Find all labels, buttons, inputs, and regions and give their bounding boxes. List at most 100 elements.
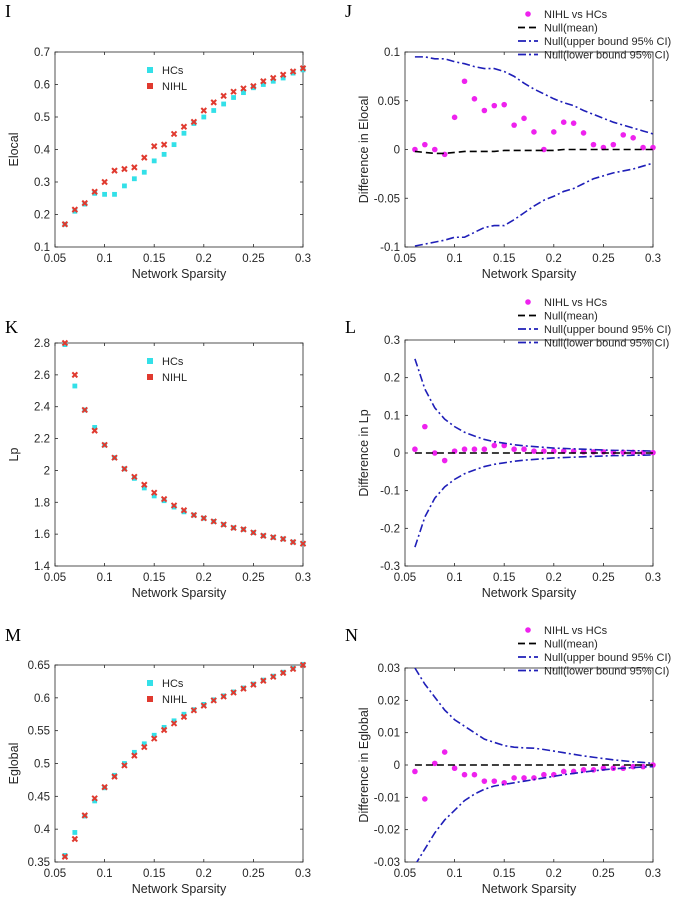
series-line: [414, 162, 653, 247]
x-tick-label: 0.25: [242, 572, 264, 584]
data-point: [511, 446, 517, 453]
data-point: [170, 130, 178, 138]
marker-stroke: [240, 685, 247, 692]
y-tick-label: 0.05: [378, 96, 400, 108]
y-tick-label: 0.6: [34, 80, 50, 92]
legend-label: NIHL: [162, 81, 187, 93]
data-point: [491, 442, 498, 449]
legend-label: Null(mean): [544, 311, 598, 323]
x-tick-label: 0.3: [645, 868, 661, 880]
data-point: [151, 493, 157, 499]
data-point: [279, 669, 287, 677]
data-point: [230, 524, 237, 531]
y-tick-label: 0: [394, 760, 400, 772]
legend-label: Null(lower bound 95% CI): [544, 50, 669, 62]
marker-stroke: [101, 178, 108, 186]
panel-M: M 0.05 0.1 0.15 0.2 0.25 0.3 0.35 0.4 0.45 0.5 0.55…: [5, 625, 311, 896]
data-point: [570, 120, 577, 126]
x-tick-label: 0.1: [97, 572, 113, 584]
marker-stroke: [289, 665, 297, 673]
y-tick-label: 0.4: [34, 145, 51, 157]
data-point: [112, 191, 117, 197]
x-tick-label: 0.2: [546, 253, 562, 265]
series-nihl-vs-hcs: [412, 78, 656, 158]
legend-label: HCs: [162, 356, 184, 368]
data-point: [481, 778, 488, 784]
data-point: [230, 88, 237, 95]
legend-label: Null(lower bound 95% CI): [544, 338, 669, 350]
panel-label: L: [345, 317, 356, 337]
data-point: [160, 726, 168, 734]
x-tick-label: 0.2: [196, 868, 212, 880]
data-point: [180, 713, 188, 721]
data-point: [521, 446, 527, 453]
series-line: [414, 358, 653, 452]
data-point: [580, 767, 587, 773]
data-point: [412, 446, 418, 453]
data-point: [231, 95, 236, 100]
y-tick-label: 0.55: [28, 726, 50, 738]
panel-label: I: [5, 1, 11, 21]
marker-stroke: [260, 677, 267, 684]
data-point: [131, 164, 138, 171]
data-point: [560, 768, 567, 775]
data-point: [181, 509, 187, 515]
marker-stroke: [160, 141, 168, 148]
data-point: [481, 446, 488, 453]
x-tick-label: 0.25: [242, 868, 264, 880]
marker-stroke: [170, 720, 178, 727]
x-tick-label: 0.25: [242, 253, 264, 265]
marker-stroke: [81, 199, 88, 207]
data-point: [71, 835, 79, 843]
data-point: [141, 154, 148, 161]
marker-stroke: [299, 540, 307, 547]
y-axis-label: Elocal: [7, 132, 21, 166]
data-point: [240, 526, 247, 533]
axes-box: [54, 342, 304, 567]
data-point: [181, 130, 187, 136]
data-point: [431, 450, 438, 456]
legend: HCs NIHL: [147, 678, 187, 706]
x-tick-label: 0.25: [592, 253, 614, 265]
y-axis-label: Difference in Elocal: [357, 96, 371, 203]
data-point: [92, 425, 98, 430]
data-point: [279, 71, 287, 78]
data-point: [121, 165, 128, 173]
data-point: [151, 732, 157, 738]
data-point: [501, 101, 508, 108]
data-point: [491, 102, 498, 109]
data-point: [270, 78, 276, 84]
marker-stroke: [121, 165, 128, 173]
legend-marker: [147, 374, 153, 380]
panel-K: K 0.05 0.1 0.15 0.2 0.25 0.3 1.4 1.6 1.8 2 2.2 2.4 2.…: [5, 317, 311, 600]
legend-label: HCs: [162, 65, 184, 77]
data-point: [161, 724, 167, 730]
y-tick-label: 2: [44, 465, 50, 477]
y-tick-label: -0.3: [380, 561, 400, 573]
marker-stroke: [270, 534, 277, 541]
y-tick-label: 0.3: [384, 335, 400, 347]
data-point: [122, 183, 127, 189]
data-point: [200, 515, 208, 522]
marker-stroke: [210, 518, 217, 525]
y-tick-label: -0.05: [374, 193, 400, 205]
marker-stroke: [299, 661, 307, 669]
data-point: [531, 448, 537, 454]
data-point: [121, 465, 128, 473]
legend-marker: [147, 358, 153, 364]
x-axis-label: Network Sparsity: [132, 882, 227, 896]
data-point: [551, 129, 557, 135]
marker-stroke: [270, 673, 277, 681]
panel-label: N: [345, 625, 358, 645]
data-point: [170, 720, 178, 727]
series-hcs: [62, 67, 306, 227]
data-point: [161, 151, 167, 157]
x-tick-label: 0.3: [295, 253, 311, 265]
marker-stroke: [250, 681, 257, 688]
marker-stroke: [200, 515, 208, 522]
data-point: [201, 114, 207, 120]
marker-stroke: [180, 713, 188, 721]
panel-N: N 0.05 0.1 0.15 0.2 0.25 0.3 -0.03 -0.02 -0.01 0 0.…: [345, 625, 671, 896]
marker-stroke: [250, 82, 257, 90]
y-tick-label: 0.2: [384, 373, 400, 385]
